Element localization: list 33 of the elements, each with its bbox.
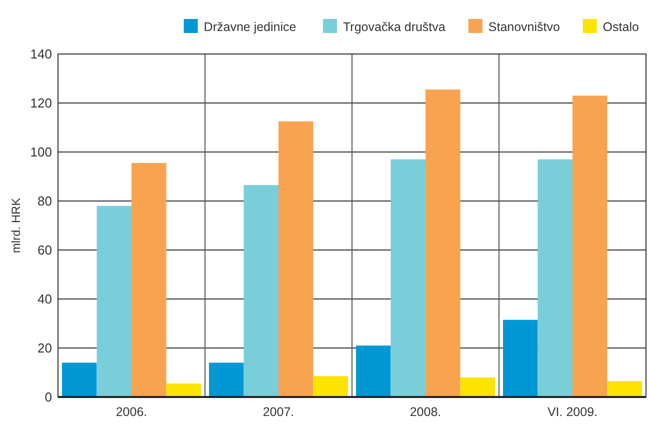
y-tick-label: 20 — [38, 340, 52, 356]
y-tick-label: 120 — [30, 96, 52, 111]
bar — [356, 346, 391, 397]
bar — [62, 362, 97, 397]
bar — [503, 320, 538, 397]
y-axis-title: mlrd. HRK — [9, 198, 23, 254]
bar — [460, 377, 495, 397]
bar — [244, 185, 278, 397]
y-tick-label: 0 — [44, 390, 52, 405]
x-tick-label: 2007. — [262, 405, 294, 419]
bar — [313, 376, 348, 397]
legend-label: Državne jedinice — [204, 20, 296, 34]
bar — [132, 163, 166, 397]
bar — [572, 96, 608, 397]
x-tick-label: 2006. — [116, 405, 148, 419]
bar — [538, 159, 572, 397]
bar — [96, 206, 132, 397]
bar — [607, 381, 642, 397]
y-tick-label: 60 — [38, 242, 52, 258]
legend-label: Ostalo — [602, 20, 639, 34]
x-tick-label: VI. 2009. — [547, 405, 598, 419]
y-tick-label: 140 — [30, 46, 52, 62]
bar — [209, 362, 244, 397]
legend-label: Trgovačka društva — [343, 20, 446, 34]
bar — [426, 90, 460, 397]
x-tick-label: 2008. — [410, 405, 442, 419]
y-tick-label: 100 — [30, 144, 52, 160]
legend-label: Stanovništvo — [488, 20, 560, 34]
bar — [278, 121, 314, 397]
y-tick-label: 80 — [38, 194, 52, 209]
y-tick-label: 40 — [38, 292, 52, 307]
bar — [166, 384, 201, 397]
bar — [390, 159, 426, 397]
